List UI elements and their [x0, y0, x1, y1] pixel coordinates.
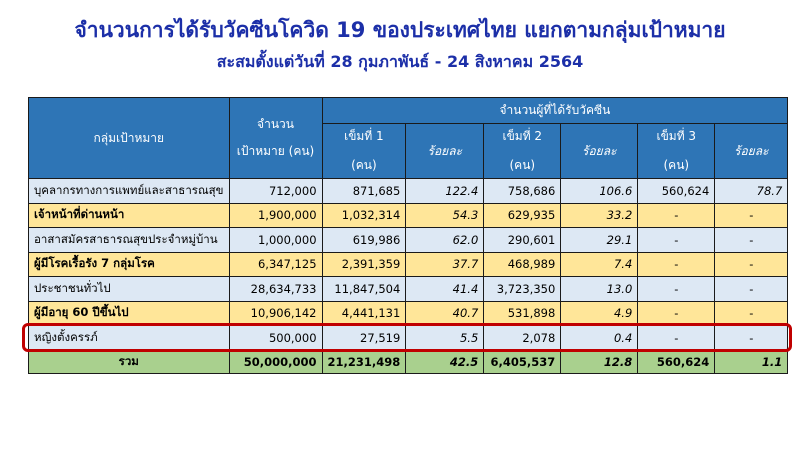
- header-target: จำนวน เป้าหมาย (คน): [228, 97, 323, 179]
- cell-d1: 21,231,498: [321, 349, 407, 374]
- table-row: หญิงตั้งครรภ์ 500,000 27,519 5.5 2,078 0.4- -: [28, 325, 789, 351]
- cell-p2: 4.9: [560, 300, 639, 326]
- cell-d2: 758,686: [483, 178, 562, 204]
- table-row: เจ้าหน้าที่ด่านหน้า 1,900,000 1,032,314 54.…: [28, 202, 789, 228]
- cell-p1: 40.7: [405, 300, 485, 326]
- cell-d2: 2,078: [483, 325, 562, 351]
- cell-p3: -: [714, 251, 789, 277]
- cell-d1: 27,519: [321, 325, 407, 351]
- cell-d3: -: [637, 300, 716, 326]
- cell-d1: 2,391,359: [321, 251, 407, 277]
- cell-p3: 78.7: [714, 178, 789, 204]
- vaccination-table: กลุ่มเป้าหมาย จำนวน เป้าหมาย (คน) จำนวนผู…: [28, 97, 789, 374]
- cell-p1: 54.3: [405, 202, 485, 228]
- cell-p1: 62.0: [405, 227, 485, 253]
- cell-group: อาสาสมัครสาธารณสุขประจำหมู่บ้าน: [28, 227, 230, 253]
- cell-p2: 13.0: [560, 276, 639, 302]
- cell-p2: 7.4: [560, 251, 639, 277]
- cell-p1: 41.4: [405, 276, 485, 302]
- cell-d1: 4,441,131: [321, 300, 407, 326]
- header-pct1: ร้อยละ: [405, 123, 485, 179]
- cell-group: ผู้มีอายุ 60 ปีขึ้นไป: [28, 300, 230, 326]
- cell-d3: -: [637, 325, 716, 351]
- cell-group: ผู้มีโรคเรื้อรัง 7 กลุ่มโรค: [28, 251, 230, 277]
- cell-d3: 560,624: [637, 349, 716, 374]
- cell-target: 28,634,733: [228, 276, 323, 302]
- cell-d3: -: [637, 276, 716, 302]
- cell-target: 1,000,000: [228, 227, 323, 253]
- cell-p3: 1.1: [714, 349, 789, 374]
- header-pct2: ร้อยละ: [560, 123, 639, 179]
- cell-p3: -: [714, 227, 789, 253]
- cell-target: 500,000: [228, 325, 323, 351]
- cell-p3: -: [714, 276, 789, 302]
- cell-target: 6,347,125: [228, 251, 323, 277]
- table-row: ผู้มีอายุ 60 ปีขึ้นไป 10,906,142 4,441,131…: [28, 300, 789, 326]
- cell-target: 1,900,000: [228, 202, 323, 228]
- cell-d1: 11,847,504: [321, 276, 407, 302]
- table-row: ผู้มีโรคเรื้อรัง 7 กลุ่มโรค 6,347,125 2,39…: [28, 251, 789, 277]
- cell-p2: 12.8: [560, 349, 639, 374]
- cell-p1: 37.7: [405, 251, 485, 277]
- cell-d2: 468,989: [483, 251, 562, 277]
- header-group: กลุ่มเป้าหมาย: [28, 97, 230, 179]
- cell-d3: -: [637, 202, 716, 228]
- cell-p2: 29.1: [560, 227, 639, 253]
- cell-p2: 0.4: [560, 325, 639, 351]
- header-dose1: เข็มที่ 1 (คน): [321, 123, 407, 179]
- table-row: ประชาชนทั่วไป 28,634,733 11,847,504 41.4 3,7…: [28, 276, 789, 302]
- header-pct3: ร้อยละ: [714, 123, 789, 179]
- cell-d2: 6,405,537: [483, 349, 562, 374]
- cell-d1: 1,032,314: [321, 202, 407, 228]
- cell-d3: -: [637, 251, 716, 277]
- cell-p1: 5.5: [405, 325, 485, 351]
- cell-group: เจ้าหน้าที่ด่านหน้า: [28, 202, 230, 228]
- page-subtitle: สะสมตั้งแต่วันที่ 28 กุมภาพันธ์ - 24 สิง…: [216, 52, 584, 71]
- page-title: จำนวนการได้รับวัคซีนโควิด 19 ของประเทศไท…: [74, 18, 726, 42]
- table-row: บุคลากรทางการแพทย์และสาธารณสุข 712,000 871…: [28, 178, 789, 204]
- cell-p1: 42.5: [405, 349, 485, 374]
- cell-d1: 619,986: [321, 227, 407, 253]
- cell-d2: 3,723,350: [483, 276, 562, 302]
- table-row: อาสาสมัครสาธารณสุขประจำหมู่บ้าน 1,000,000…: [28, 227, 789, 253]
- cell-group: หญิงตั้งครรภ์: [28, 325, 230, 351]
- total-row: รวม 50,000,000 21,231,498 42.5 6,405,537 12.8…: [28, 349, 789, 374]
- cell-p1: 122.4: [405, 178, 485, 204]
- cell-p3: -: [714, 300, 789, 326]
- cell-p2: 106.6: [560, 178, 639, 204]
- cell-d1: 871,685: [321, 178, 407, 204]
- cell-d3: -: [637, 227, 716, 253]
- cell-group: ประชาชนทั่วไป: [28, 276, 230, 302]
- cell-d2: 629,935: [483, 202, 562, 228]
- cell-p3: -: [714, 325, 789, 351]
- cell-group: รวม: [28, 349, 230, 374]
- cell-d2: 290,601: [483, 227, 562, 253]
- cell-group: บุคลากรทางการแพทย์และสาธารณสุข: [28, 178, 230, 204]
- header-vaccinated: จำนวนผู้ที่ได้รับวัคซีน: [321, 97, 789, 124]
- cell-d2: 531,898: [483, 300, 562, 326]
- header-dose3: เข็มที่ 3 (คน): [637, 123, 716, 179]
- header-dose2: เข็มที่ 2 (คน): [483, 123, 562, 179]
- cell-target: 712,000: [228, 178, 323, 204]
- cell-target: 50,000,000: [228, 349, 323, 374]
- cell-target: 10,906,142: [228, 300, 323, 326]
- cell-d3: 560,624: [637, 178, 716, 204]
- cell-p2: 33.2: [560, 202, 639, 228]
- cell-p3: -: [714, 202, 789, 228]
